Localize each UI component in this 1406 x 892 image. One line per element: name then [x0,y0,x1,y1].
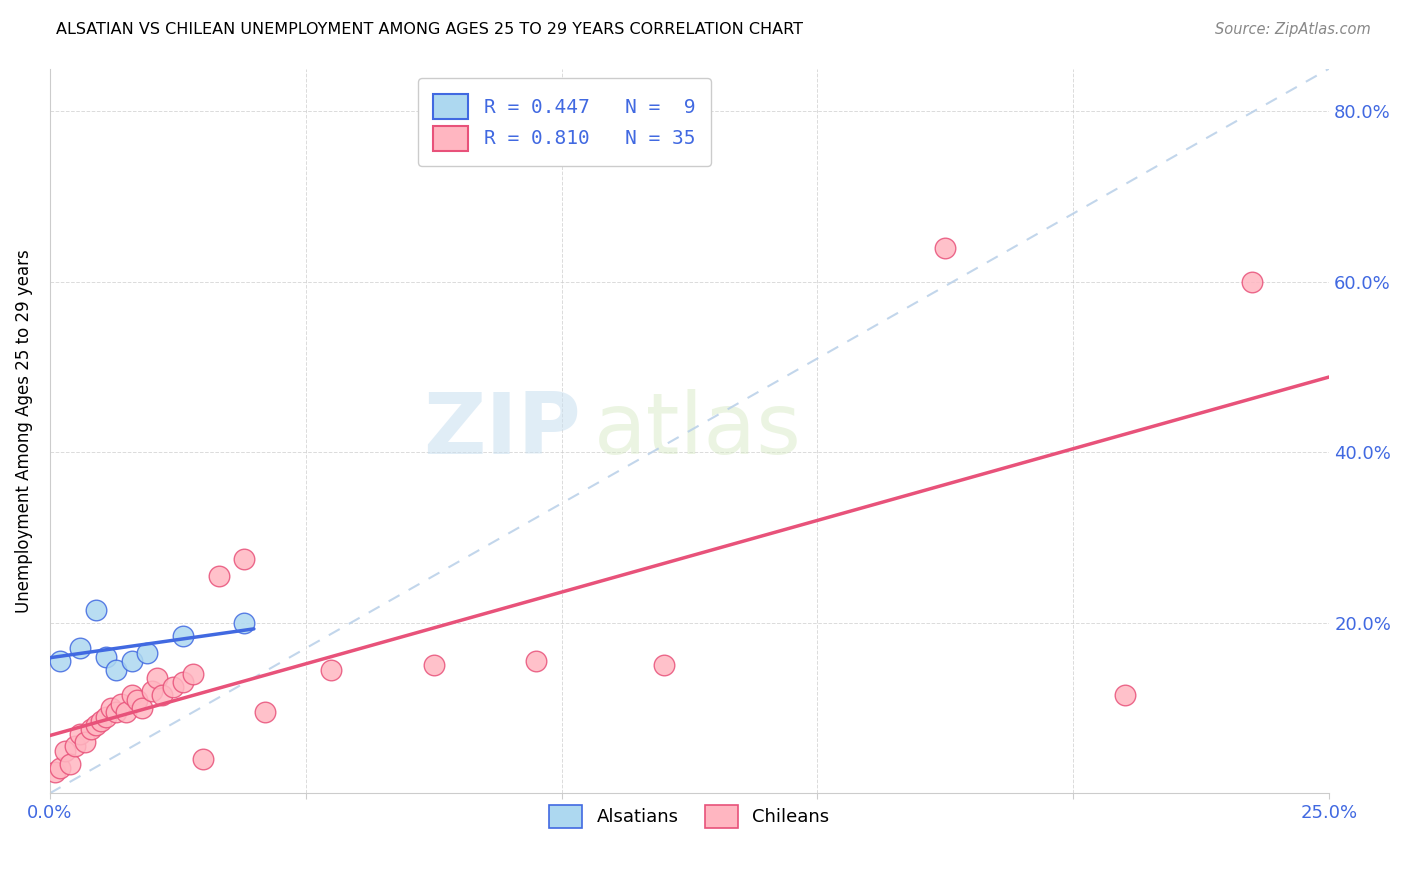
Point [79,723,101,737]
Point [115,706,138,720]
Point [49,761,72,775]
Point [49,654,72,668]
Point [1241,275,1264,289]
Point [652,658,675,673]
Point [162,680,184,694]
Point [53,744,76,758]
Point [131,701,153,715]
Point [90,714,112,728]
Point [110,697,132,711]
Point [59,756,82,771]
Point [422,658,444,673]
Point [934,241,956,255]
Point [121,688,143,702]
Legend: Alsatians, Chileans: Alsatians, Chileans [543,797,837,835]
Point [65,739,87,754]
Point [150,688,173,702]
Point [84,718,107,732]
Point [125,692,148,706]
Text: ZIP: ZIP [423,390,581,473]
Point [207,569,229,583]
Point [135,646,157,660]
Y-axis label: Unemployment Among Ages 25 to 29 years: Unemployment Among Ages 25 to 29 years [15,249,32,613]
Text: atlas: atlas [593,390,801,473]
Point [69,726,91,740]
Point [75,735,97,749]
Point [524,654,547,668]
Point [121,654,143,668]
Point [69,641,91,656]
Point [94,709,117,723]
Point [321,663,343,677]
Point [105,663,128,677]
Point [94,649,117,664]
Point [172,675,194,690]
Point [193,752,215,766]
Point [233,552,256,566]
Point [233,615,256,630]
Point [146,671,169,685]
Point [1114,688,1136,702]
Point [253,706,276,720]
Point [172,629,194,643]
Point [105,706,128,720]
Point [84,603,107,617]
Point [141,684,163,698]
Text: Source: ZipAtlas.com: Source: ZipAtlas.com [1215,22,1371,37]
Point [181,667,204,681]
Text: ALSATIAN VS CHILEAN UNEMPLOYMENT AMONG AGES 25 TO 29 YEARS CORRELATION CHART: ALSATIAN VS CHILEAN UNEMPLOYMENT AMONG A… [56,22,803,37]
Point [100,701,122,715]
Point [44,765,66,780]
